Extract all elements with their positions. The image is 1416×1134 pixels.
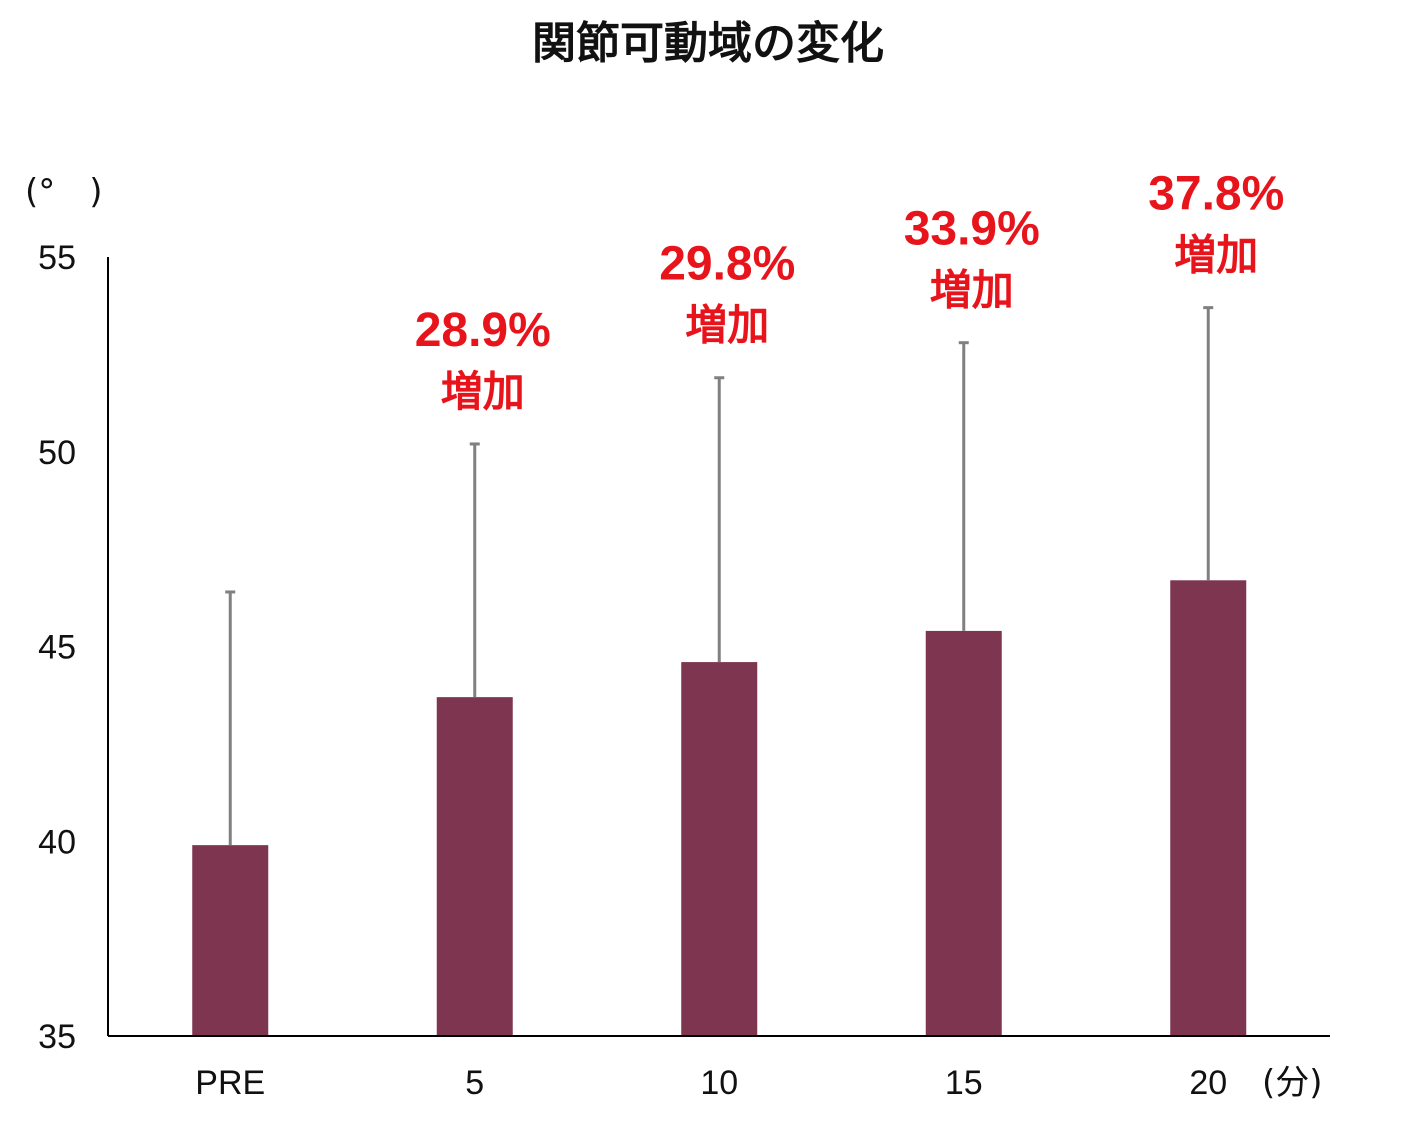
x-axis-unit-label: (分) — [1262, 1063, 1323, 1103]
y-tick-label: 40 — [38, 823, 76, 861]
bar-5 — [436, 697, 513, 1036]
bar-20 — [1170, 580, 1247, 1036]
x-tick-label: 5 — [465, 1064, 484, 1102]
bar-10 — [681, 662, 758, 1036]
error-bar-15 — [958, 341, 969, 631]
y-axis-unit-label: (° ) — [25, 172, 103, 212]
annotation-20: 37.8% 増加 — [1148, 168, 1284, 280]
annotation-percent: 33.9% — [904, 203, 1040, 256]
annotation-5: 28.9% 増加 — [415, 304, 551, 416]
annotation-text: 増加 — [685, 301, 769, 350]
axes-layer — [107, 257, 1330, 1037]
annotation-text: 増加 — [1174, 231, 1258, 280]
annotation-percent: 37.8% — [1148, 168, 1284, 221]
annotation-text: 増加 — [930, 266, 1014, 315]
x-tick-label: 10 — [700, 1064, 738, 1102]
x-tick-label: PRE — [195, 1064, 265, 1102]
bar-PRE — [192, 845, 269, 1036]
bar-15 — [925, 630, 1002, 1036]
annotation-percent: 29.8% — [659, 238, 795, 291]
annotations-layer: 28.9% 増加 29.8% 増加 33.9% 増加 37.8% 増加 — [415, 168, 1285, 416]
error-bar-20 — [1203, 306, 1214, 581]
annotation-10: 29.8% 増加 — [659, 238, 795, 350]
x-tick-label: 20 — [1189, 1064, 1227, 1102]
error-bars-layer — [225, 306, 1214, 846]
chart-title: 関節可動域の変化 — [532, 18, 884, 69]
y-tick-label: 35 — [38, 1018, 76, 1056]
tick-labels-layer: 35 40 45 50 55 PRE 5 10 15 20 — [38, 239, 1227, 1102]
x-tick-label: 15 — [945, 1064, 983, 1102]
y-tick-label: 45 — [38, 629, 76, 667]
error-bar-10 — [714, 376, 725, 663]
bars-layer — [192, 580, 1247, 1036]
annotation-text: 増加 — [441, 367, 525, 416]
annotation-15: 33.9% 増加 — [904, 203, 1040, 315]
annotation-percent: 28.9% — [415, 304, 551, 357]
y-tick-label: 55 — [38, 239, 76, 277]
y-tick-label: 50 — [38, 434, 76, 472]
error-bar-PRE — [225, 590, 236, 846]
error-bar-5 — [469, 442, 480, 698]
